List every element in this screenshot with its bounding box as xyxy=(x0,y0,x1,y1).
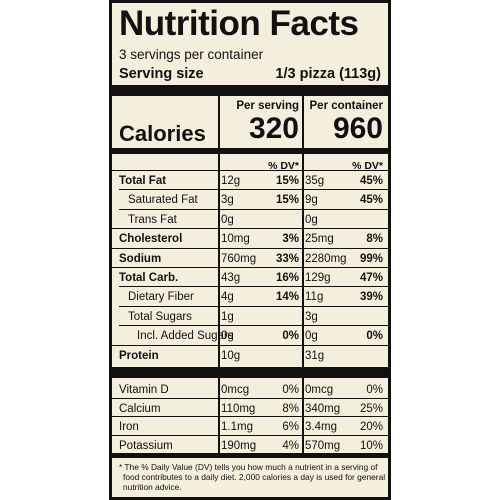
column-divider-2 xyxy=(302,96,304,370)
container-amount: 2280mg xyxy=(305,252,347,265)
nutrient-label: Dietary Fiber xyxy=(128,291,194,304)
container-daily-value: 45% xyxy=(359,194,383,207)
vitamin-serving-amount: 190mg xyxy=(221,439,257,452)
column-divider-1 xyxy=(218,96,220,370)
container-amount: 129g xyxy=(305,272,331,284)
vitamin-container-amount: 340mg xyxy=(305,402,341,415)
vitamin-container-amount: 0mcg xyxy=(305,384,334,396)
nutrient-label: Incl. Added Sugars xyxy=(137,330,234,343)
container-amount: 11g xyxy=(305,291,324,304)
serving-daily-value: 14% xyxy=(275,291,299,304)
per-serving-header: Per serving xyxy=(236,100,299,112)
column-divider-vit-2 xyxy=(302,378,304,453)
vitamin-serving-dv: 6% xyxy=(282,421,299,433)
serving-size-label: Serving size xyxy=(119,66,204,82)
row-divider xyxy=(112,344,388,346)
dv-header-container: % DV* xyxy=(352,160,383,172)
vitamin-label: Vitamin D xyxy=(119,384,169,396)
container-daily-value: 39% xyxy=(359,291,383,304)
thick-divider-calories xyxy=(112,148,388,154)
vitamin-divider xyxy=(112,434,388,436)
column-divider-vit-1 xyxy=(218,378,220,453)
container-amount: 31g xyxy=(305,349,325,362)
container-amount: 25mg xyxy=(305,233,334,246)
vitamin-container-dv: 0% xyxy=(366,384,383,396)
serving-amount: 43g xyxy=(221,272,241,284)
nutrient-label: Saturated Fat xyxy=(128,194,198,207)
vitamin-container-amount: 3.4mg xyxy=(305,421,337,433)
row-divider xyxy=(112,228,388,230)
vitamin-container-dv: 20% xyxy=(359,421,383,433)
row-divider xyxy=(119,325,388,327)
vitamin-divider xyxy=(112,416,388,417)
serving-daily-value: 0% xyxy=(282,330,299,343)
serving-amount: 0g xyxy=(221,213,234,226)
row-divider xyxy=(112,170,388,171)
row-divider xyxy=(119,208,388,210)
vitamin-label: Calcium xyxy=(119,402,161,415)
thick-divider-bottom xyxy=(112,453,388,458)
footnote: * The % Daily Value (DV) tells you how m… xyxy=(119,462,386,492)
vitamin-container-dv: 25% xyxy=(359,402,383,415)
container-daily-value: 8% xyxy=(366,233,383,246)
nutrient-label: Sodium xyxy=(119,252,162,265)
nutrient-label: Total Fat xyxy=(119,175,167,187)
container-amount: 9g xyxy=(305,194,318,207)
serving-amount: 760mg xyxy=(221,252,257,265)
vitamin-serving-dv: 0% xyxy=(282,384,299,396)
serving-amount: 12g xyxy=(221,175,241,187)
dv-header-serving: % DV* xyxy=(268,160,299,172)
serving-amount: 4g xyxy=(221,291,234,304)
row-divider xyxy=(119,305,388,307)
serving-amount: 3g xyxy=(221,194,234,207)
vitamin-label: Potassium xyxy=(119,439,173,452)
container-daily-value: 45% xyxy=(359,175,383,187)
row-divider xyxy=(119,286,388,288)
serving-daily-value: 15% xyxy=(275,194,299,207)
container-daily-value: 99% xyxy=(359,252,383,265)
serving-amount: 1g xyxy=(221,310,234,323)
calories-per-container: 960 xyxy=(332,112,383,145)
nutrient-label: Cholesterol xyxy=(119,233,183,246)
vitamin-divider xyxy=(112,397,388,399)
vitamin-serving-amount: 0mcg xyxy=(221,384,250,396)
vitamin-serving-dv: 4% xyxy=(282,439,299,452)
vitamin-label: Iron xyxy=(119,421,139,433)
vitamin-serving-amount: 1.1mg xyxy=(221,421,253,433)
thick-divider-top xyxy=(112,85,388,96)
vitamin-serving-dv: 8% xyxy=(282,402,299,415)
per-container-header: Per container xyxy=(309,100,384,112)
container-amount: 35g xyxy=(305,175,325,187)
thick-divider-vitamins xyxy=(112,367,388,378)
calories-label: Calories xyxy=(119,121,206,146)
serving-daily-value: 3% xyxy=(282,233,299,246)
nutrient-label: Total Carb. xyxy=(119,272,179,284)
serving-amount: 0g xyxy=(221,330,234,343)
container-daily-value: 47% xyxy=(359,272,383,284)
vitamin-container-dv: 10% xyxy=(359,439,383,452)
serving-daily-value: 16% xyxy=(275,272,299,284)
vitamin-container-amount: 570mg xyxy=(305,439,341,452)
container-amount: 0g xyxy=(305,330,318,343)
row-divider xyxy=(112,247,388,249)
serving-daily-value: 15% xyxy=(275,175,299,187)
serving-daily-value: 33% xyxy=(275,252,299,265)
container-amount: 0g xyxy=(305,213,318,226)
nutrient-label: Protein xyxy=(119,349,159,362)
servings-per-container: 3 servings per container xyxy=(119,47,264,62)
container-daily-value: 0% xyxy=(366,330,383,343)
serving-size-value: 1/3 pizza (113g) xyxy=(275,66,381,82)
serving-amount: 10g xyxy=(221,349,241,362)
row-divider xyxy=(119,189,388,191)
label-title: Nutrition Facts xyxy=(119,4,359,43)
nutrient-label: Trans Fat xyxy=(128,213,177,226)
nutrient-label: Total Sugars xyxy=(128,310,192,323)
calories-per-serving: 320 xyxy=(248,112,299,145)
serving-amount: 10mg xyxy=(221,233,250,246)
row-divider xyxy=(112,267,388,268)
container-amount: 3g xyxy=(305,310,318,323)
nutrition-facts-label: Nutrition Facts 3 servings per container… xyxy=(109,0,391,500)
vitamin-serving-amount: 110mg xyxy=(221,402,256,415)
